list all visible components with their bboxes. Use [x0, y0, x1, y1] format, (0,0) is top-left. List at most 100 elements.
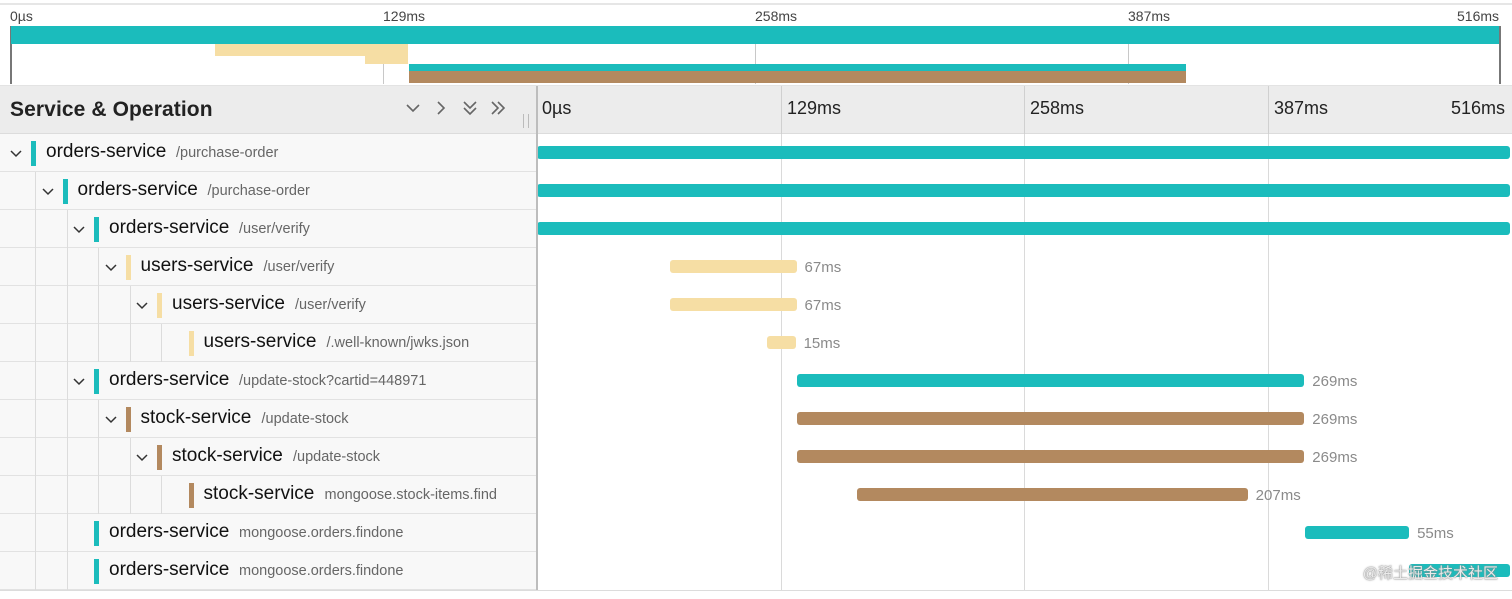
trace-minimap[interactable]: 0µs 129ms 258ms 387ms 516ms	[0, 0, 1512, 86]
service-name[interactable]: orders-service	[77, 179, 198, 200]
span-duration-bar[interactable]	[1409, 564, 1510, 577]
span-duration-bar[interactable]	[537, 222, 1510, 235]
span-name-cell[interactable]: users-service/user/verify	[0, 286, 537, 324]
minimap-right-handle[interactable]	[1499, 26, 1501, 84]
collapse-chevron-icon[interactable]	[134, 296, 150, 314]
span-duration-label: 269ms	[1312, 373, 1358, 390]
tree-indent-guide	[35, 552, 36, 590]
minimap-left-handle[interactable]	[10, 26, 12, 84]
span-duration-bar[interactable]	[537, 184, 1510, 197]
operation-name[interactable]: mongoose.orders.findone	[239, 525, 404, 541]
service-name[interactable]: users-service	[140, 255, 254, 276]
span-name-cell[interactable]: stock-service/update-stock	[0, 400, 537, 438]
service-name[interactable]: users-service	[172, 293, 285, 314]
span-row[interactable]: users-service/user/verify 67ms	[0, 248, 1512, 286]
span-timeline-cell[interactable]: 269ms	[537, 400, 1512, 438]
operation-name[interactable]: /user/verify	[295, 297, 366, 313]
span-name-cell[interactable]: orders-service/user/verify	[0, 210, 537, 248]
span-name-cell[interactable]: stock-service mongoose.stock-items.find	[0, 476, 537, 514]
span-name-cell[interactable]: orders-service/purchase-order	[0, 134, 537, 172]
span-name-cell[interactable]: orders-service mongoose.orders.findone	[0, 514, 537, 552]
span-timeline-cell[interactable]: 207ms	[537, 476, 1512, 514]
operation-name[interactable]: /user/verify	[239, 221, 310, 237]
minimap-tick-3: 387ms	[1128, 8, 1171, 24]
operation-name[interactable]: /update-stock?cartid=448971	[239, 373, 427, 389]
expand-one-icon[interactable]	[430, 96, 452, 120]
service-color-indicator	[188, 483, 194, 508]
span-timeline-cell[interactable]: 15ms	[537, 324, 1512, 362]
collapse-chevron-icon[interactable]	[71, 220, 87, 238]
tree-indent-guide	[98, 476, 99, 514]
expand-all-icon[interactable]	[487, 96, 509, 120]
span-name-cell[interactable]: orders-service/update-stock?cartid=44897…	[0, 362, 537, 400]
span-row[interactable]: orders-service/purchase-order	[0, 134, 1512, 172]
span-duration-bar[interactable]	[796, 450, 1305, 463]
collapse-chevron-icon[interactable]	[40, 182, 56, 200]
service-color-indicator	[157, 445, 162, 470]
span-row[interactable]: users-service /.well-known/jwks.json 15ms	[0, 324, 1512, 362]
operation-name[interactable]: /user/verify	[263, 259, 335, 275]
span-row[interactable]: orders-service/purchase-order	[0, 172, 1512, 210]
service-color-indicator	[94, 559, 99, 584]
service-name[interactable]: orders-service	[109, 521, 230, 542]
collapse-chevron-icon[interactable]	[71, 372, 87, 390]
service-name[interactable]: orders-service	[109, 559, 230, 580]
span-row[interactable]: orders-service mongoose.orders.findone	[0, 552, 1512, 590]
span-timeline-cell[interactable]: 55ms	[537, 514, 1512, 552]
tree-indent-guide	[129, 286, 131, 324]
timeline-tick-divider	[781, 86, 782, 134]
span-duration-bar[interactable]	[537, 146, 1510, 159]
span-duration-bar[interactable]	[856, 488, 1248, 501]
collapse-chevron-icon[interactable]	[8, 144, 24, 162]
span-duration-bar[interactable]	[670, 298, 797, 311]
span-timeline-cell[interactable]	[537, 172, 1512, 210]
span-name-cell[interactable]: stock-service/update-stock	[0, 438, 537, 476]
service-name[interactable]: orders-service	[109, 369, 230, 390]
span-row[interactable]: users-service/user/verify 67ms	[0, 286, 1512, 324]
collapse-all-icon[interactable]	[459, 96, 481, 120]
span-row[interactable]: stock-service/update-stock 269ms	[0, 438, 1512, 476]
operation-name[interactable]: mongoose.stock-items.find	[324, 487, 497, 503]
span-timeline-cell[interactable]: 269ms	[537, 362, 1512, 400]
span-duration-bar[interactable]	[796, 374, 1305, 387]
span-timeline-cell[interactable]: 269ms	[537, 438, 1512, 476]
operation-name[interactable]: mongoose.orders.findone	[239, 563, 404, 579]
service-name[interactable]: stock-service	[140, 407, 252, 428]
span-duration-bar[interactable]	[1305, 526, 1410, 539]
minimap-span-bar	[215, 44, 408, 56]
collapse-chevron-icon[interactable]	[103, 410, 119, 428]
service-name[interactable]: stock-service	[203, 483, 315, 504]
span-row[interactable]: stock-service/update-stock 269ms	[0, 400, 1512, 438]
operation-name[interactable]: /update-stock	[293, 449, 381, 465]
span-duration-bar[interactable]	[670, 260, 797, 273]
operation-name[interactable]: /purchase-order	[176, 145, 279, 161]
service-name[interactable]: orders-service	[109, 217, 230, 238]
span-timeline-cell[interactable]	[537, 210, 1512, 248]
span-duration-bar[interactable]	[796, 412, 1305, 425]
span-row[interactable]: orders-service mongoose.orders.findone 55m…	[0, 514, 1512, 552]
span-timeline-cell[interactable]	[537, 134, 1512, 172]
span-timeline-cell[interactable]	[537, 552, 1512, 590]
span-timeline-cell[interactable]: 67ms	[537, 286, 1512, 324]
bottom-border	[0, 590, 1512, 599]
span-name-cell[interactable]: users-service /.well-known/jwks.json	[0, 324, 537, 362]
span-row[interactable]: orders-service/user/verify	[0, 210, 1512, 248]
service-name[interactable]: users-service	[203, 331, 317, 352]
operation-name[interactable]: /purchase-order	[207, 183, 310, 199]
operation-name[interactable]: /.well-known/jwks.json	[326, 335, 470, 351]
service-name[interactable]: orders-service	[46, 141, 167, 162]
span-timeline-cell[interactable]: 67ms	[537, 248, 1512, 286]
span-name-cell[interactable]: orders-service/purchase-order	[0, 172, 537, 210]
column-resize-handle[interactable]	[523, 114, 529, 128]
span-name-cell[interactable]: users-service/user/verify	[0, 248, 537, 286]
span-row[interactable]: stock-service mongoose.stock-items.find 20…	[0, 476, 1512, 514]
span-row[interactable]: orders-service/update-stock?cartid=44897…	[0, 362, 1512, 400]
service-name[interactable]: stock-service	[172, 445, 283, 466]
operation-name[interactable]: /update-stock	[261, 411, 349, 427]
collapse-one-icon[interactable]	[402, 96, 424, 120]
collapse-chevron-icon[interactable]	[134, 448, 150, 466]
collapse-chevron-icon[interactable]	[103, 258, 119, 276]
span-duration-bar[interactable]	[767, 336, 796, 349]
pane-divider[interactable]	[536, 86, 538, 599]
span-name-cell[interactable]: orders-service mongoose.orders.findone	[0, 552, 537, 590]
